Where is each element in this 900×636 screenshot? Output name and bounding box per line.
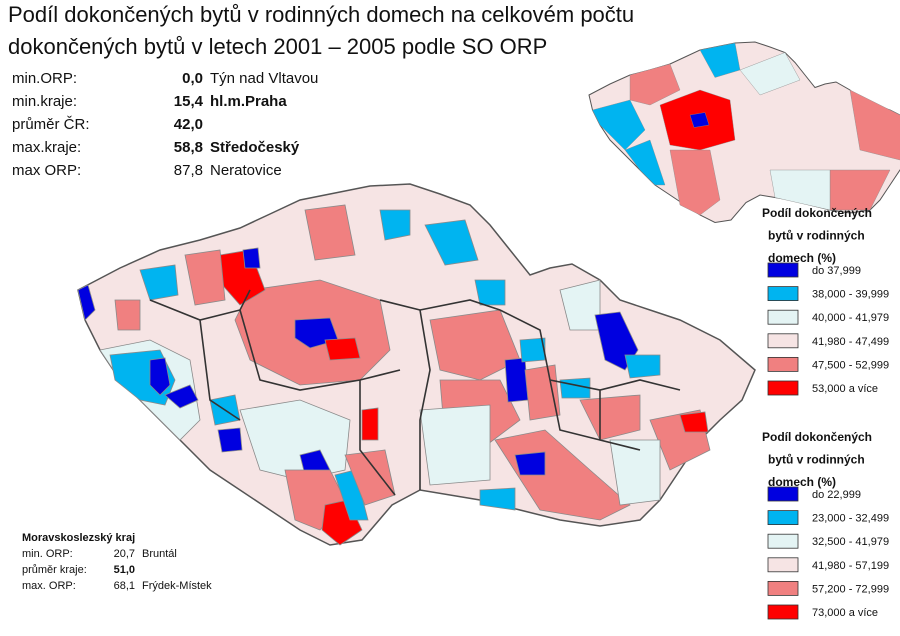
stat-place: Týn nad Vltavou — [210, 70, 318, 87]
legend-swatch — [767, 286, 799, 302]
stat-value: 0,0 — [182, 70, 203, 87]
region-label: průměr kraje: — [22, 564, 87, 576]
inset-map — [588, 41, 900, 223]
legend-swatch — [767, 262, 799, 278]
stats: min.ORP: 0,0 Týn nad Vltavou min.kraje: … — [12, 70, 318, 179]
legend-title: domech (%) — [768, 251, 836, 265]
legend-label: 41,980 - 57,199 — [812, 560, 889, 572]
stat-place: Středočeský — [210, 139, 300, 156]
stat-label: min.kraje: — [12, 93, 77, 110]
region-value: 51,0 — [114, 564, 135, 576]
legend-label: 41,980 - 47,499 — [812, 336, 889, 348]
region-note: Moravskoslezský kraj min. ORP: 20,7 Brun… — [22, 532, 212, 592]
legend-title: Podíl dokončených — [762, 430, 872, 444]
legend-swatch — [767, 309, 799, 325]
kraj-borders — [149, 289, 681, 496]
region-value: 20,7 — [114, 548, 135, 560]
legend-swatch — [767, 380, 799, 396]
legend-swatch — [767, 510, 799, 526]
legend-swatch — [767, 581, 799, 596]
legend-label: 38,000 - 39,999 — [812, 289, 889, 301]
legend-title: Podíl dokončených — [762, 206, 872, 220]
region-label: max. ORP: — [22, 580, 76, 592]
region-value: 68,1 — [114, 580, 135, 592]
legend-title: bytů v rodinných — [768, 229, 865, 243]
stat-value: 42,0 — [174, 116, 203, 133]
legends: Podíl dokončených bytů v rodinných domech … — [762, 206, 889, 620]
legend-label: 73,000 a více — [812, 607, 878, 619]
region-label: min. ORP: — [22, 548, 73, 560]
region-title: Moravskoslezský kraj — [22, 532, 135, 544]
stat-value: 15,4 — [174, 93, 204, 110]
region-place: Bruntál — [142, 548, 177, 560]
stat-value: 58,8 — [174, 139, 203, 156]
legend-swatch — [767, 486, 799, 502]
stat-label: max.kraje: — [12, 139, 81, 156]
legend-label: do 22,999 — [812, 489, 861, 501]
legend-label: do 37,999 — [812, 265, 861, 277]
legend-title: domech (%) — [768, 475, 836, 489]
stat-label: max ORP: — [12, 162, 81, 179]
stat-value: 87,8 — [174, 162, 203, 179]
stat-place: Neratovice — [210, 162, 282, 179]
legend-label: 57,200 - 72,999 — [812, 583, 889, 595]
orp-areas — [77, 204, 711, 546]
stat-label: min.ORP: — [12, 70, 77, 87]
legend-label: 53,000 a více — [812, 383, 878, 395]
region-place: Frýdek-Místek — [142, 580, 212, 592]
legend-swatch — [767, 557, 799, 573]
legend-label: 40,000 - 41,979 — [812, 312, 889, 324]
legend-swatch — [767, 333, 799, 349]
legend-swatch — [767, 356, 799, 372]
legend-title: bytů v rodinných — [768, 453, 865, 467]
stat-place: hl.m.Praha — [210, 93, 287, 110]
legend-swatch — [767, 604, 799, 620]
title-line: dokončených bytů v letech 2001 – 2005 po… — [8, 34, 547, 59]
legend-swatch — [767, 533, 799, 549]
legend-label: 47,500 - 52,999 — [812, 359, 889, 371]
stat-label: průměr ČR: — [12, 116, 90, 133]
title-line: Podíl dokončených bytů v rodinných domec… — [8, 2, 634, 27]
legend-label: 32,500 - 41,979 — [812, 536, 889, 548]
legend-label: 23,000 - 32,499 — [812, 513, 889, 525]
main-map — [77, 183, 756, 546]
